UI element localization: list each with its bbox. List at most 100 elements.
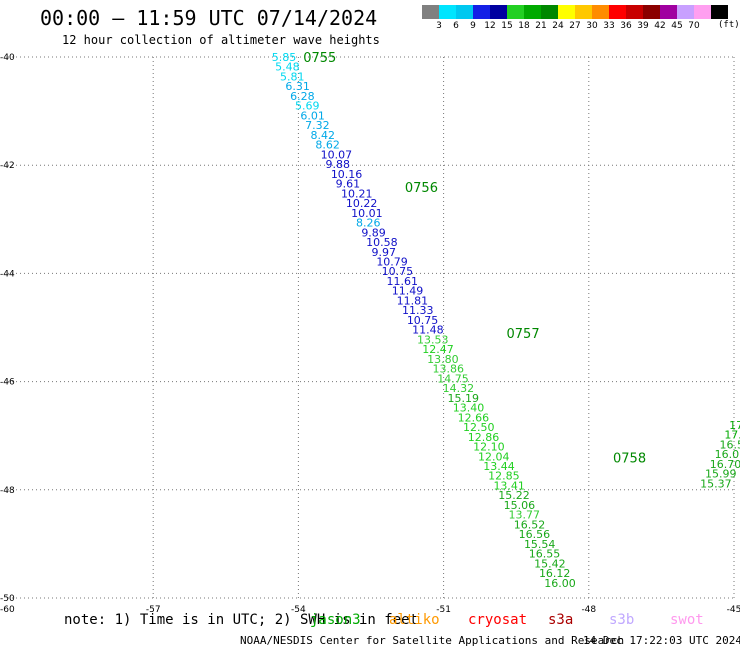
data-label: 17.14 (729, 419, 740, 432)
data-label: 6.31 (285, 80, 310, 93)
data-label: 12.66 (458, 411, 490, 424)
time-label: 0755 (303, 51, 336, 66)
y-tick-label: -40 (0, 53, 15, 63)
colorbar-tick-label: 45 (671, 21, 683, 31)
data-label: 16.00 (544, 577, 576, 590)
data-label: 15.42 (534, 557, 566, 570)
data-label: 10.22 (346, 197, 378, 210)
x-tick-label: -48 (581, 605, 596, 615)
legend-swot: swot (670, 612, 704, 628)
data-label: 15.37 (700, 477, 732, 490)
colorbar-swatch (507, 5, 524, 19)
colorbar-tick-label: 6 (453, 21, 459, 31)
data-label: 10.16 (331, 168, 363, 181)
y-tick-label: -50 (0, 594, 15, 604)
data-label: 9.88 (326, 158, 351, 171)
data-label: 11.48 (412, 324, 444, 337)
y-tick-label: -46 (0, 378, 15, 388)
legend-jason3: jason3 (310, 612, 361, 628)
data-label: 5.85 (272, 51, 297, 64)
data-label: 15.19 (447, 392, 479, 405)
colorbar-tick-label: 27 (569, 21, 581, 31)
footer-org: NOAA/NESDIS Center for Satellite Applica… (240, 634, 625, 647)
data-label: 10.75 (382, 265, 414, 278)
data-label: 9.89 (361, 226, 386, 239)
time-label: 0756 (405, 181, 438, 196)
data-label: 16.52 (514, 518, 546, 531)
chart-title: 00:00 – 11:59 UTC 07/14/2024 (40, 6, 378, 30)
data-label: 11.81 (397, 294, 429, 307)
data-label: 10.58 (366, 236, 398, 249)
data-label: 11.61 (386, 275, 418, 288)
colorbar-swatch (439, 5, 456, 19)
chart-subtitle: 12 hour collection of altimeter wave hei… (62, 33, 380, 47)
colorbar-swatch (422, 5, 439, 19)
data-label: 8.26 (356, 217, 381, 230)
data-label: 13.40 (453, 402, 485, 415)
data-label: 16.13 (739, 516, 740, 529)
data-label: 13.53 (417, 333, 449, 346)
data-label: 16.70 (710, 458, 740, 471)
colorbar-swatch (541, 5, 558, 19)
data-label: 12.47 (422, 343, 454, 356)
data-label: 5.48 (275, 61, 300, 74)
legend-s3a: s3a (548, 612, 574, 628)
colorbar-swatch (473, 5, 490, 19)
data-label: 5.69 (295, 100, 320, 113)
data-label: 15.06 (504, 499, 535, 512)
time-label: 0757 (507, 327, 540, 342)
colorbar-tick-label: 12 (484, 21, 496, 31)
data-label: 10.07 (321, 148, 353, 161)
legend-s3b: s3b (609, 612, 635, 628)
colorbar-swatch (660, 5, 677, 19)
data-label: 7.32 (305, 119, 330, 132)
data-label: 9.61 (336, 178, 361, 191)
colorbar-tick-label: 36 (620, 21, 632, 31)
data-label: 16.07 (715, 448, 740, 461)
data-label: 14.75 (437, 372, 469, 385)
data-label: 10.01 (351, 207, 383, 220)
note-text: note: 1) Time is in UTC; 2) SWH is in fe… (64, 612, 419, 628)
data-label: 11.49 (392, 285, 424, 298)
data-label: 12.85 (488, 470, 520, 483)
data-label: 6.28 (290, 90, 315, 103)
data-label: 15.22 (498, 489, 530, 502)
colorbar-tick-label: 39 (637, 21, 649, 31)
satellite-legend: jason3 altiko cryosat s3a s3b swot (0, 611, 740, 631)
data-label: 6.01 (300, 109, 325, 122)
colorbar-tick-label: 21 (535, 21, 547, 31)
legend-altiko: altiko (389, 612, 440, 628)
data-label: 15.54 (524, 538, 556, 551)
data-label: 5.81 (280, 70, 305, 83)
colorbar-tick-label: 30 (586, 21, 598, 31)
data-label: 13.80 (427, 353, 459, 366)
data-label: 16.56 (519, 528, 551, 541)
data-label: 14.32 (443, 382, 475, 395)
colorbar-unit: (ft) (718, 20, 740, 30)
data-label: 11.33 (402, 304, 434, 317)
colorbar-tick-label: 33 (603, 21, 615, 31)
data-label: 12.86 (468, 431, 500, 444)
x-tick-label: -45 (727, 605, 740, 615)
data-label: 13.41 (493, 479, 525, 492)
colorbar-swatch (677, 5, 694, 19)
y-tick-label: -44 (0, 269, 15, 279)
data-label: 16.55 (529, 548, 561, 561)
data-label: 12.50 (463, 421, 495, 434)
x-tick-label: -54 (291, 605, 306, 615)
time-label: 0758 (613, 451, 646, 466)
colorbar-swatch (626, 5, 643, 19)
colorbar-swatch (592, 5, 609, 19)
data-label: 10.75 (407, 314, 439, 327)
data-label: 13.44 (483, 460, 514, 473)
data-label: 9.97 (371, 246, 396, 259)
colorbar-tick-label: 15 (501, 21, 513, 31)
data-label: 8.62 (315, 139, 340, 152)
data-label: 13.77 (508, 509, 540, 522)
data-label: 12.04 (478, 450, 510, 463)
y-tick-label: -48 (0, 486, 15, 496)
data-label: 10.79 (376, 255, 408, 268)
colorbar-tick-label: 42 (654, 21, 666, 31)
data-label: 15.99 (705, 468, 737, 481)
